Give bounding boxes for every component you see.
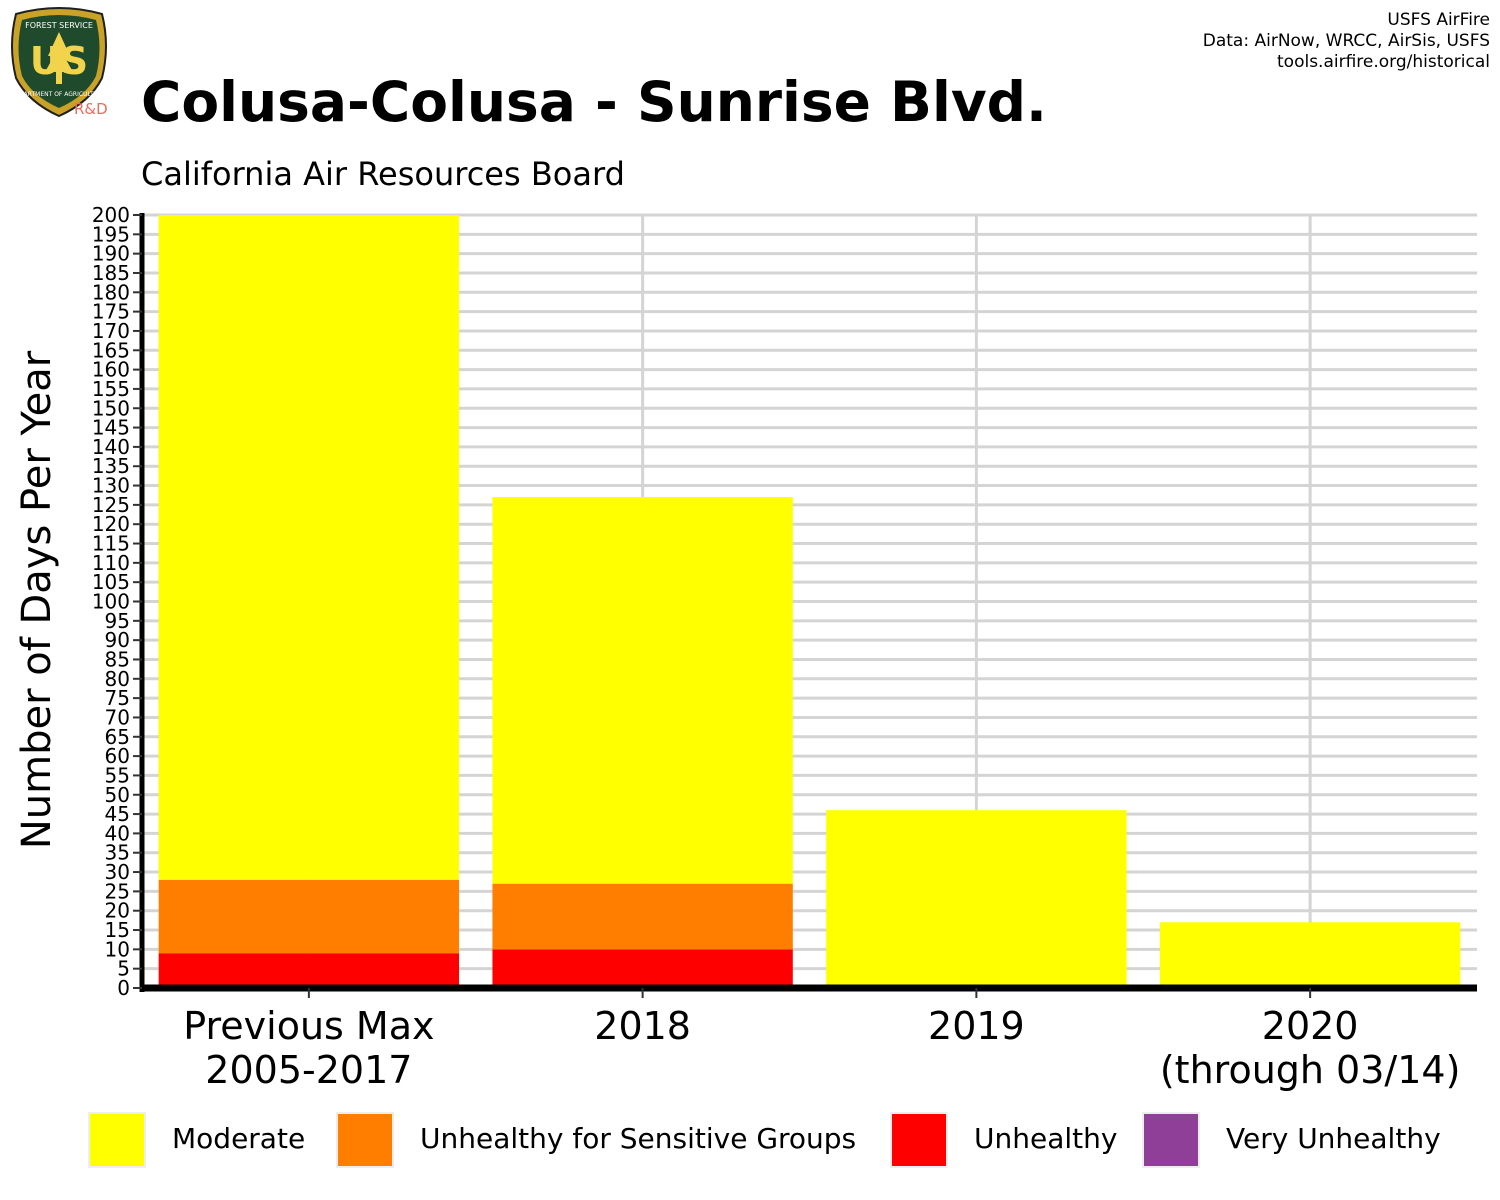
x-tick-label: Previous Max [183,1004,434,1048]
y-tick-label: 15 [105,918,130,942]
legend-label: Unhealthy [974,1122,1118,1155]
bar-segment [492,497,793,884]
y-tick-label: 110 [92,551,130,575]
chart-subtitle: California Air Resources Board [141,155,625,193]
y-tick-label: 105 [92,570,130,594]
bar-segment [826,810,1127,988]
y-tick-label: 25 [105,879,130,903]
y-tick-label: 120 [92,512,130,536]
y-tick-label: 0 [117,976,130,1000]
y-tick-label: 85 [105,647,130,671]
x-tick-label: 2020 [1262,1004,1359,1048]
y-tick-label: 55 [105,763,130,787]
bar-segment [158,953,460,988]
y-tick-label: 95 [105,609,130,633]
y-tick-label: 70 [105,705,130,729]
y-tick-label: 45 [105,802,130,826]
logo-badge: R&D [74,100,108,118]
y-tick-label: 140 [92,435,130,459]
y-tick-label: 135 [92,454,130,478]
y-tick-label: 20 [105,899,130,923]
forest-service-shield-icon: FOREST SERVICE US DEPARTMENT OF AGRICULT… [11,7,107,118]
bar-segment [158,215,460,880]
y-axis-label: Number of Days Per Year [14,350,60,849]
y-tick-label: 155 [92,377,130,401]
y-tick-label: 160 [92,358,130,382]
y-tick-labels: 0510152025303540455055606570758085909510… [92,203,142,1000]
y-tick-label: 75 [105,686,130,710]
y-tick-label: 5 [117,957,130,981]
y-tick-label: 60 [105,744,130,768]
y-tick-label: 190 [92,242,130,266]
forest-service-logo: FOREST SERVICE US DEPARTMENT OF AGRICULT… [6,6,112,118]
y-tick-label: 80 [105,667,130,691]
legend-label: Unhealthy for Sensitive Groups [420,1122,857,1155]
y-tick-label: 165 [92,338,130,362]
y-tick-label: 10 [105,937,130,961]
y-tick-label: 200 [92,203,130,227]
logo-top-text: FOREST SERVICE [25,21,93,30]
legend: Moderate Unhealthy for Sensitive Groups Un… [88,1110,1488,1172]
credits-line: USFS AirFire [1387,10,1490,30]
legend-swatch [1142,1112,1200,1168]
y-tick-label: 90 [105,628,130,652]
y-tick-label: 65 [105,725,130,749]
x-tick-label: 2019 [928,1004,1025,1048]
credits-line: tools.airfire.org/historical [1277,52,1490,72]
y-tick-label: 100 [92,590,130,614]
legend-label: Moderate [172,1122,306,1155]
y-tick-label: 30 [105,860,130,884]
y-tick-label: 35 [105,841,130,865]
y-tick-label: 125 [92,493,130,517]
chart-title: Colusa-Colusa - Sunrise Blvd. [141,70,1047,134]
y-tick-label: 195 [92,222,130,246]
y-tick-label: 145 [92,416,130,440]
bars [158,215,1461,988]
y-tick-label: 150 [92,396,130,420]
y-tick-label: 115 [92,532,130,556]
y-tick-label: 175 [92,300,130,324]
x-tick-label: (through 03/14) [1160,1048,1461,1092]
credits-line: Data: AirNow, WRCC, AirSis, USFS [1202,31,1490,51]
y-tick-label: 50 [105,783,130,807]
legend-swatch [336,1112,394,1168]
x-tick-label: 2005-2017 [205,1048,412,1092]
legend-swatch [88,1112,146,1168]
logo-bottom-text: DEPARTMENT OF AGRICULTURE [12,91,106,98]
y-tick-label: 40 [105,821,130,845]
x-tick-label: 2018 [594,1004,691,1048]
credits: USFS AirFire Data: AirNow, WRCC, AirSis,… [1203,10,1490,73]
y-tick-label: 185 [92,261,130,285]
bar-segment [1159,922,1461,988]
y-tick-label: 180 [92,280,130,304]
y-tick-label: 130 [92,474,130,498]
bar-segment [492,949,793,988]
y-tick-label: 170 [92,319,130,343]
legend-label: Very Unhealthy [1226,1122,1441,1155]
legend-swatch [890,1112,948,1168]
bar-segment [158,879,460,954]
bar-segment [492,883,793,950]
